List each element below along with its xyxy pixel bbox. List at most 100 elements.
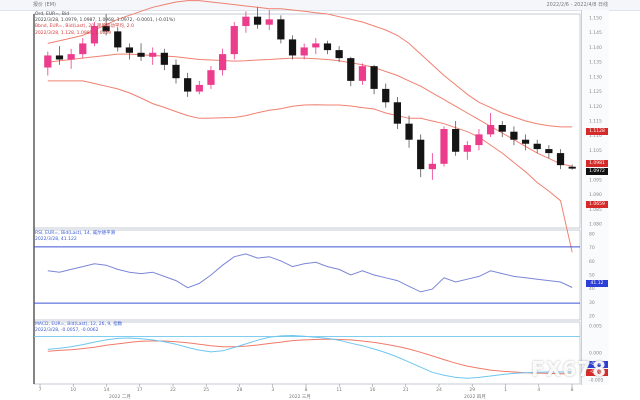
candle-body: [382, 88, 390, 103]
rsi-y-tick: 70: [589, 245, 595, 251]
title-left: 报价 (EM): [33, 2, 56, 8]
price-y-tick: 1.150: [589, 16, 602, 22]
candle-body: [417, 139, 425, 170]
price-value-tag: 1.0972: [586, 167, 608, 175]
x-tick-label: 10: [70, 387, 76, 393]
y-axis-ticks: 1.150 1.145 1.140 1.135 1.130 1.125 1.120 1.115…: [589, 16, 604, 384]
price-y-tick: 1.105: [589, 148, 602, 154]
x-tick-label: 25: [203, 387, 209, 393]
rsi-y-tick: 80: [589, 232, 595, 238]
rsi-y-tick: 60: [589, 259, 595, 265]
price-y-tick: 1.090: [589, 192, 602, 198]
candle-body: [463, 145, 471, 152]
macd-panel: [34, 334, 580, 379]
candle-body: [172, 64, 180, 79]
candle-body: [545, 149, 553, 154]
candle-body: [568, 166, 576, 169]
candle-body: [556, 153, 565, 166]
price-legend-line2: 2022/3/28, 1.0979, 1.0987, 1.0968, 1.097…: [35, 18, 176, 24]
x-tick-label: 17: [137, 387, 143, 393]
price-value-tag: 1.0981: [586, 159, 608, 167]
x-tick-label: 3: [271, 387, 274, 393]
candle-body: [323, 43, 332, 51]
price-panel: [44, 0, 576, 253]
price-legend-line4: 2022/3/28, 1.128, 1.0981, 1.0659: [35, 30, 112, 36]
price-y-tick: 1.095: [589, 177, 602, 183]
x-month-label: 2022 四月: [464, 394, 486, 400]
macd-y-tick: 0.000: [589, 351, 602, 357]
candle-body: [288, 39, 297, 56]
candle-body: [510, 131, 518, 140]
rsi-value-tag: 41.12: [586, 279, 608, 287]
price-y-tick: 1.085: [589, 207, 602, 213]
macd-value-tag: -0.006: [586, 368, 608, 376]
candle-body: [521, 139, 530, 144]
candle-body: [498, 125, 506, 132]
panel-borders: [33, 13, 581, 385]
price-value-tag: 1.1128: [586, 127, 608, 135]
rsi-y-tick: 20: [589, 314, 595, 320]
candle-body: [44, 55, 52, 68]
candle-body: [428, 163, 436, 170]
candle-body: [370, 66, 378, 89]
macd-value-tag: -0.006: [586, 360, 608, 368]
bollinger-middle-line: [47, 53, 573, 167]
price-legend-line3: Bbnd, EUR=, Bid(Last), 20, 简单移动平均, 2.0: [35, 24, 134, 30]
bollinger-upper-line: [47, 0, 573, 128]
title-right: 2022/2/6 - 2022/4/8 日线: [546, 2, 609, 8]
candle-body: [347, 58, 355, 81]
rsi-y-tick: 50: [589, 273, 595, 279]
candle-body: [55, 55, 64, 60]
candle-body: [475, 134, 483, 146]
candle-body: [253, 16, 262, 25]
price-y-tick: 1.115: [589, 119, 602, 125]
bollinger-lower-line: [47, 80, 573, 253]
x-tick-label: 22: [170, 387, 176, 393]
macd-legend-line2: 2022/3/28, -0.0057, -0.0062: [35, 328, 99, 334]
candle-body: [242, 16, 250, 27]
x-tick-label: 7: [39, 387, 42, 393]
candle-body: [335, 50, 343, 59]
candle-body: [312, 43, 320, 48]
x-tick-label: 29: [469, 387, 475, 393]
candle-body: [230, 26, 238, 55]
y-axis-strip: [581, 10, 609, 385]
x-month-label: 2022 三月: [289, 394, 311, 400]
title-bar: 报价 (EM) 2022/2/6 - 2022/4/8 日线: [0, 0, 640, 11]
x-tick-label: 16: [370, 387, 376, 393]
x-tick-label: 4: [537, 387, 540, 393]
rsi-y-tick: 30: [589, 300, 595, 306]
candle-body: [277, 19, 285, 40]
candle-body: [114, 31, 122, 48]
x-tick-label: 1: [504, 387, 507, 393]
price-y-tick: 1.120: [589, 104, 602, 110]
price-y-tick: 1.130: [589, 74, 602, 80]
candle-body: [358, 66, 367, 81]
x-tick-label: 28: [237, 387, 243, 393]
candle-body: [218, 54, 227, 71]
macd-y-tick: 0.005: [589, 324, 602, 330]
rsi-y-tick: 40: [589, 286, 595, 292]
candle-body: [207, 70, 215, 85]
candle-body: [405, 123, 413, 140]
candle-body: [102, 26, 110, 32]
candle-body: [160, 52, 168, 65]
candle-body: [533, 143, 541, 150]
price-y-tick: 1.145: [589, 30, 602, 36]
x-tick-label: 8: [571, 387, 574, 393]
signal-line: [47, 338, 573, 375]
price-value-tag: 1.0659: [586, 200, 608, 208]
rsi-line: [47, 253, 573, 293]
candle-body: [67, 54, 75, 60]
x-tick-label: 21: [403, 387, 409, 393]
macd-y-tick: -0.005: [589, 378, 604, 384]
x-tick-label: 8: [305, 387, 308, 393]
candle-body: [265, 19, 273, 25]
rsi-legend-line2: 2022/3/28, 41.122: [35, 237, 77, 243]
x-month-label: 2022 二月: [109, 394, 131, 400]
x-tick-label: 14: [104, 387, 110, 393]
price-y-tick: 1.110: [589, 133, 602, 139]
